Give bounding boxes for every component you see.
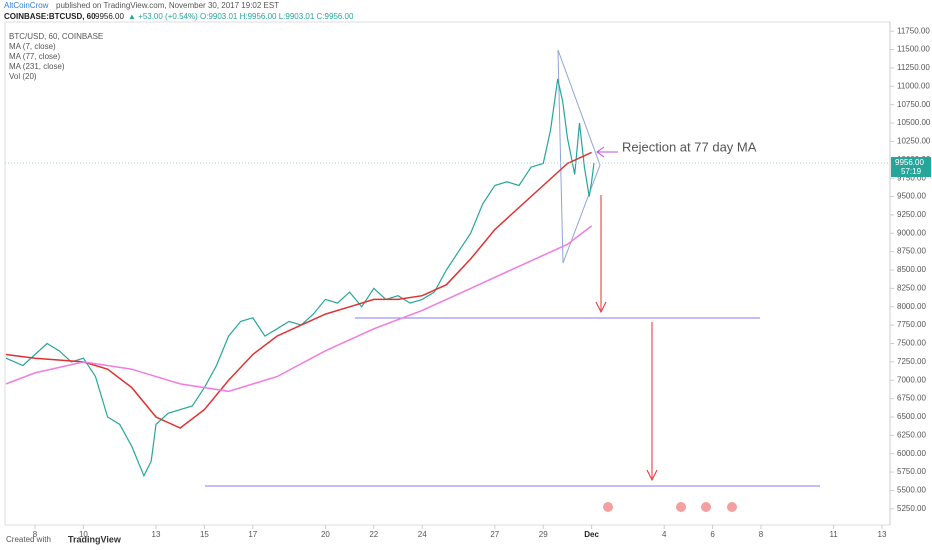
x-tick-label: 13 xyxy=(152,530,161,539)
y-tick-label: 7750.00 xyxy=(897,320,926,329)
y-tick-label: 9250.00 xyxy=(897,210,926,219)
y-tick-label: 7250.00 xyxy=(897,357,926,366)
legend-item: Vol (20) xyxy=(9,72,37,81)
y-tick-label: 8000.00 xyxy=(897,302,926,311)
pointer-head xyxy=(596,146,605,158)
last-price-badge xyxy=(891,157,931,178)
footer-created: Created with xyxy=(6,535,51,544)
last-price-label: 9956.00 xyxy=(895,158,924,167)
y-tick-label: 6000.00 xyxy=(897,449,926,458)
x-tick-label: 22 xyxy=(369,530,378,539)
x-tick-label: 10 xyxy=(79,530,88,539)
event-icon xyxy=(603,502,613,512)
ohlc: O:9903.01 H:9956.00 L:9903.01 C:9956.00 xyxy=(200,12,354,21)
symbol: COINBASE:BTCUSD, 60 xyxy=(4,12,96,21)
y-tick-label: 11000.00 xyxy=(897,81,930,90)
y-tick-label: 6750.00 xyxy=(897,394,926,403)
author: AltCoinCrow xyxy=(4,1,49,10)
y-tick-label: 6250.00 xyxy=(897,430,926,439)
y-tick-label: 9000.00 xyxy=(897,228,926,237)
x-tick-label: 29 xyxy=(539,530,548,539)
arrow-head xyxy=(646,469,658,482)
y-tick-label: 11750.00 xyxy=(897,26,930,35)
y-tick-label: 5750.00 xyxy=(897,467,926,476)
y-tick-label: 10750.00 xyxy=(897,100,931,109)
y-tick-label: 10250.00 xyxy=(897,137,931,146)
countdown: 57:19 xyxy=(901,167,922,176)
x-tick-label: 11 xyxy=(829,530,838,539)
y-tick-label: 11500.00 xyxy=(897,45,930,54)
x-tick-label: 4 xyxy=(662,530,667,539)
x-tick-label: Dec xyxy=(584,530,599,539)
legend-item: MA (7, close) xyxy=(9,42,56,51)
y-tick-label: 5250.00 xyxy=(897,504,926,513)
y-tick-label: 8250.00 xyxy=(897,283,926,292)
quote: 9956.00 xyxy=(95,12,124,21)
y-tick-label: 7000.00 xyxy=(897,375,926,384)
x-tick-label: 6 xyxy=(710,530,715,539)
x-tick-label: 8 xyxy=(759,530,764,539)
y-tick-label: 6500.00 xyxy=(897,412,926,421)
series-line xyxy=(5,78,595,478)
legend-item: MA (231, close) xyxy=(9,62,65,71)
event-icon xyxy=(676,502,686,512)
y-tick-label: 9750.00 xyxy=(897,173,926,182)
series-line xyxy=(5,151,592,429)
x-tick-label: 15 xyxy=(200,530,209,539)
x-tick-label: 17 xyxy=(248,530,257,539)
series-line xyxy=(5,225,593,393)
y-tick-label: 5500.00 xyxy=(897,486,926,495)
x-tick-label: 13 xyxy=(878,530,887,539)
y-tick-label: 7500.00 xyxy=(897,339,926,348)
y-tick-label: 9500.00 xyxy=(897,192,926,201)
y-tick-label: 8500.00 xyxy=(897,265,926,274)
legend-item: BTC/USD, 60, COINBASE xyxy=(9,32,103,41)
drawings xyxy=(205,49,820,512)
annotation: Rejection at 77 day MA xyxy=(622,139,757,154)
change: ▲ +53.00 (+0.54%) xyxy=(128,12,198,21)
footer-brand: TradingView xyxy=(68,534,122,544)
y-tick-label: 10500.00 xyxy=(897,118,931,127)
event-icon xyxy=(701,502,711,512)
x-tick-label: 20 xyxy=(321,530,330,539)
x-tick-label: 8 xyxy=(33,530,38,539)
x-tick-label: 27 xyxy=(490,530,499,539)
y-tick-label: 11250.00 xyxy=(897,63,930,72)
triangle xyxy=(557,49,601,264)
event-icon xyxy=(727,502,737,512)
arrow-head xyxy=(595,301,607,314)
y-tick-label: 8750.00 xyxy=(897,247,926,256)
legend-item: MA (77, close) xyxy=(9,52,60,61)
published: published on TradingView.com, November 3… xyxy=(56,1,279,10)
x-tick-label: 24 xyxy=(418,530,427,539)
